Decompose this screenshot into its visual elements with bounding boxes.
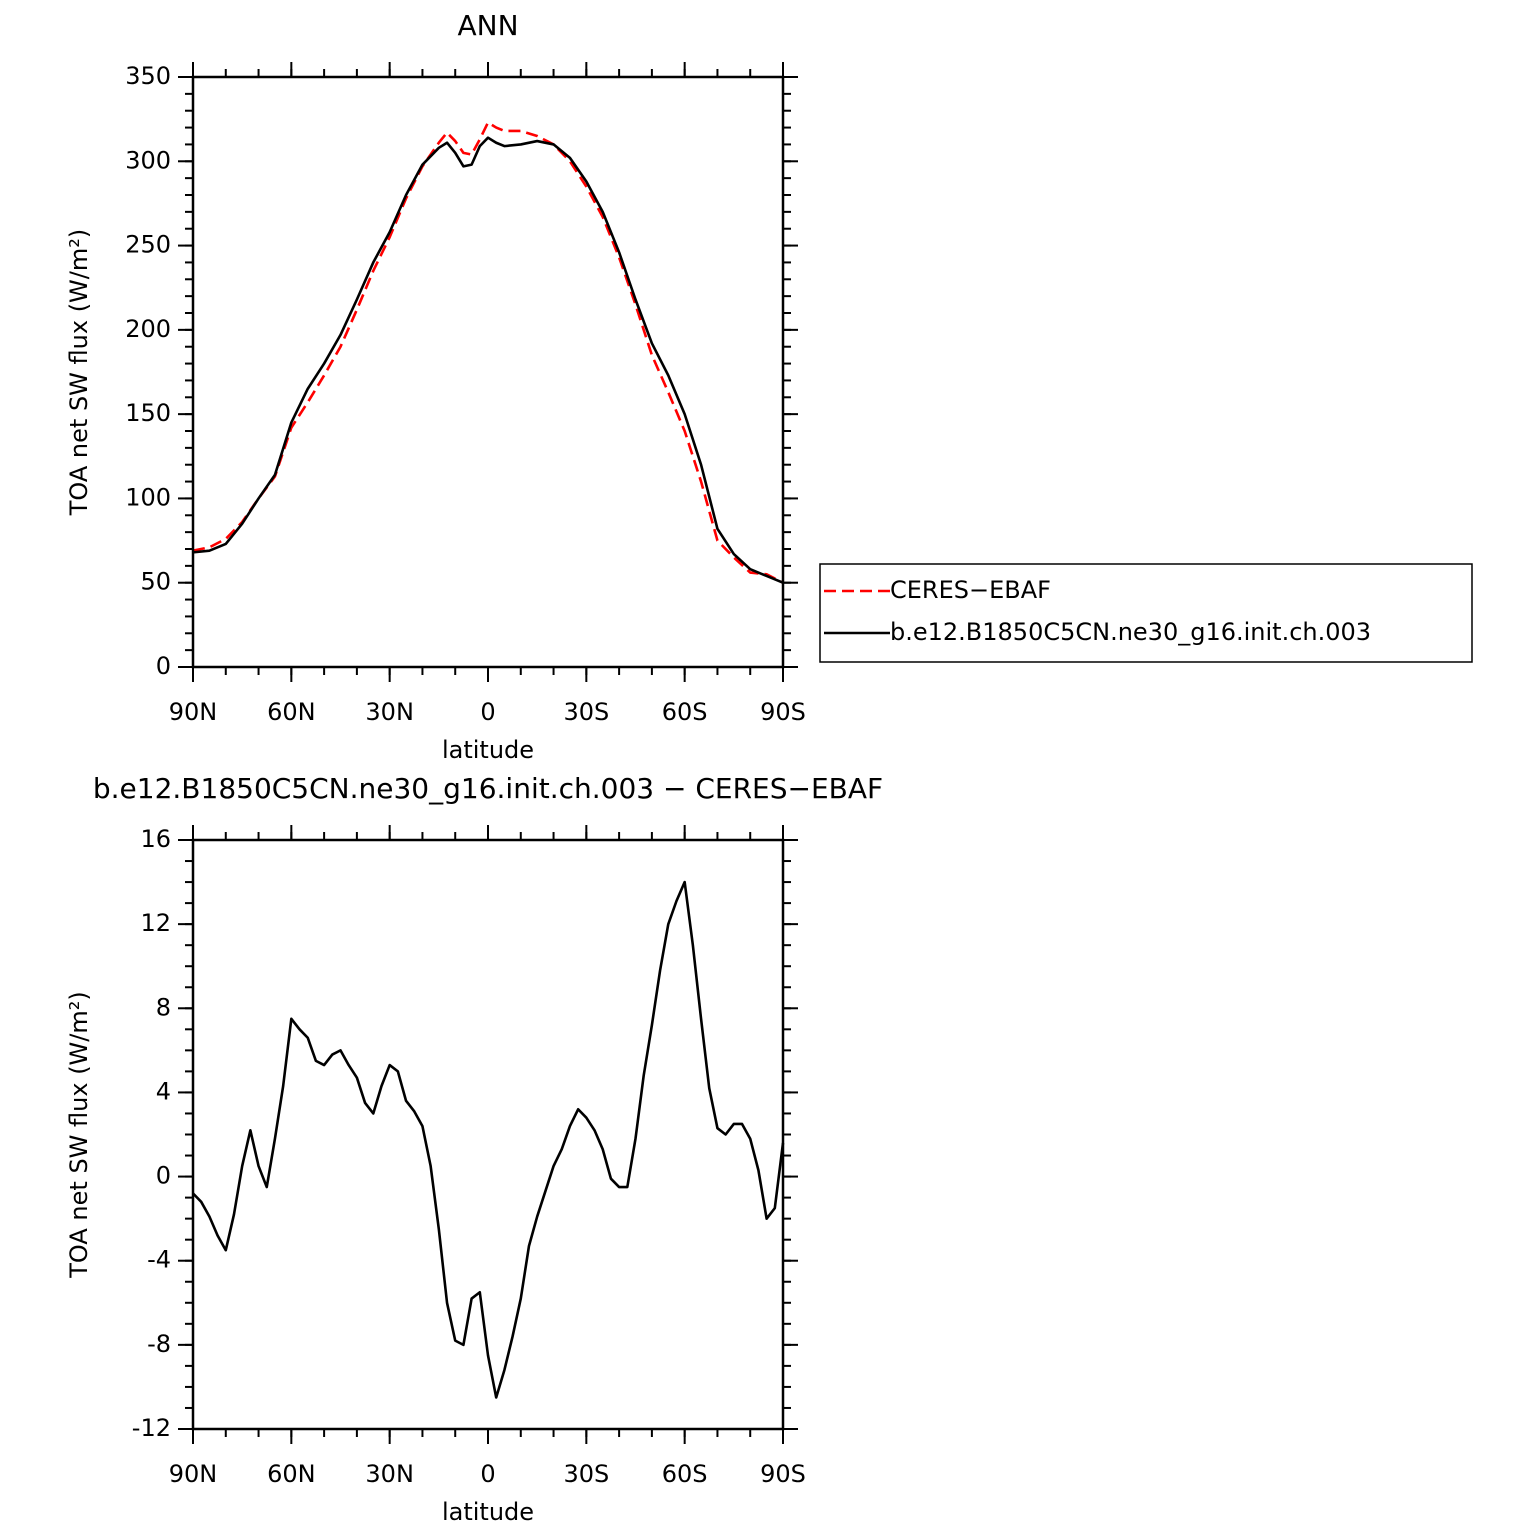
x-tick-label: 90S	[760, 698, 806, 726]
y-tick-label: 0	[156, 1162, 171, 1190]
y-tick-label: 0	[156, 652, 171, 680]
y-tick-label: -4	[147, 1246, 171, 1274]
legend-box	[819, 563, 1473, 663]
x-tick-label: 0	[480, 1460, 495, 1488]
x-axis-label: latitude	[442, 736, 534, 764]
x-tick-label: 60N	[267, 698, 316, 726]
y-axis-label: TOA net SW flux (W/m²)	[65, 991, 93, 1279]
y-tick-label: 50	[140, 568, 171, 596]
y-tick-label: 150	[125, 399, 171, 427]
x-tick-label: 30N	[365, 1460, 414, 1488]
plot-frame	[191, 838, 785, 1431]
y-tick-label: 100	[125, 483, 171, 511]
y-tick-label: 16	[140, 825, 171, 853]
x-tick-label: 60S	[662, 1460, 708, 1488]
y-tick-label: -12	[132, 1414, 171, 1442]
x-tick-label: 60S	[662, 698, 708, 726]
x-tick-label: 30N	[365, 698, 414, 726]
chart-title: ANN	[457, 9, 518, 42]
y-axis-label: TOA net SW flux (W/m²)	[65, 229, 93, 517]
data-line	[192, 136, 784, 584]
y-tick-label: -8	[147, 1330, 171, 1358]
x-tick-label: 30S	[563, 1460, 609, 1488]
data-line	[192, 121, 784, 584]
y-tick-label: 12	[140, 909, 171, 937]
x-tick-label: 90N	[169, 698, 218, 726]
y-tick-label: 350	[125, 62, 171, 90]
y-tick-label: 4	[156, 1077, 171, 1105]
y-tick-label: 250	[125, 231, 171, 259]
legend-label: CERES−EBAF	[890, 576, 1051, 604]
y-tick-label: 300	[125, 146, 171, 174]
x-tick-label: 90N	[169, 1460, 218, 1488]
y-tick-label: 8	[156, 993, 171, 1021]
x-axis-label: latitude	[442, 1498, 534, 1526]
x-tick-label: 90S	[760, 1460, 806, 1488]
chart-title: b.e12.B1850C5CN.ne30_g16.init.ch.003 − C…	[93, 772, 883, 805]
x-tick-label: 30S	[563, 698, 609, 726]
x-tick-label: 60N	[267, 1460, 316, 1488]
data-line	[192, 880, 785, 1399]
y-tick-label: 200	[125, 315, 171, 343]
legend-label: b.e12.B1850C5CN.ne30_g16.init.ch.003	[890, 618, 1371, 646]
plot-frame	[191, 75, 785, 669]
x-tick-label: 0	[480, 698, 495, 726]
